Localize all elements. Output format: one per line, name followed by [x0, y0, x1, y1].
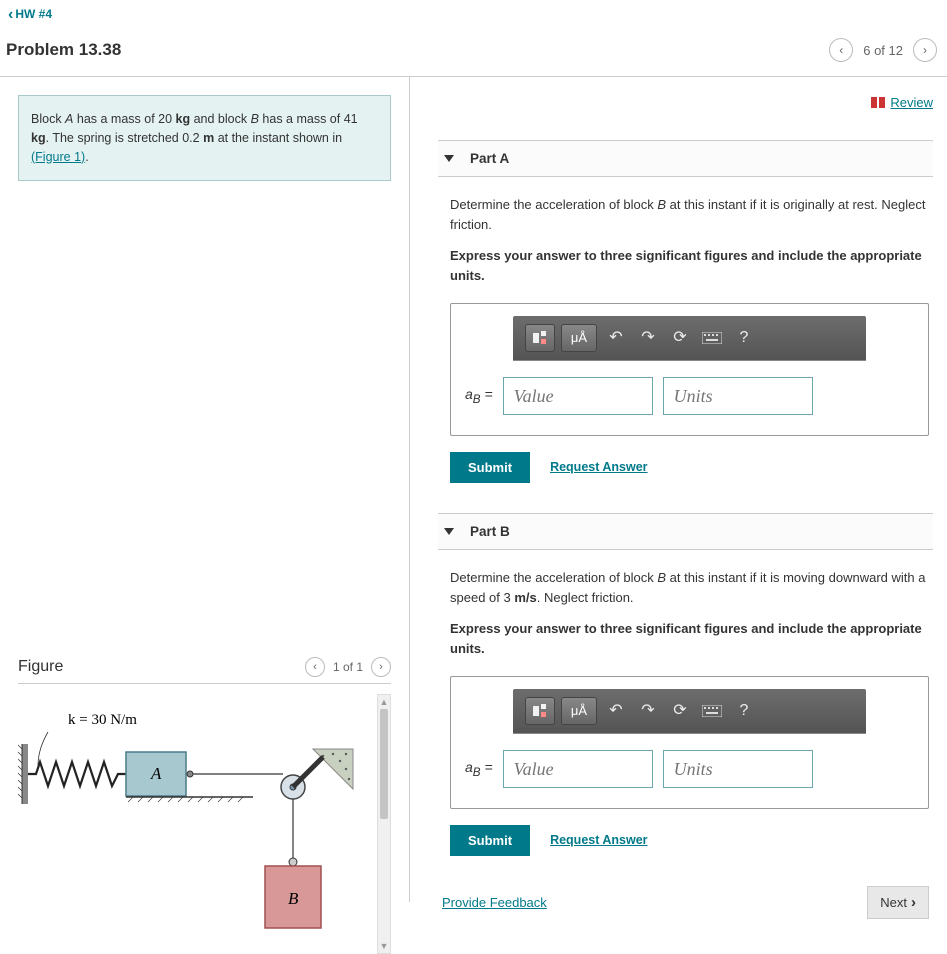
- redo-button[interactable]: ↷: [635, 698, 661, 724]
- units-button[interactable]: μÅ: [561, 697, 597, 725]
- part-a-units-input[interactable]: [663, 377, 813, 415]
- reset-button[interactable]: ⟳: [667, 325, 693, 351]
- keyboard-button[interactable]: [699, 325, 725, 351]
- reset-button[interactable]: ⟳: [667, 698, 693, 724]
- help-button[interactable]: ?: [731, 698, 757, 724]
- pager-text: 6 of 12: [863, 43, 903, 58]
- review-link[interactable]: Review: [438, 95, 933, 110]
- figure-next-button[interactable]: ›: [371, 657, 391, 677]
- problem-statement: Block A has a mass of 20 kg and block B …: [18, 95, 391, 181]
- undo-button[interactable]: ↶: [603, 698, 629, 724]
- help-button[interactable]: ?: [731, 325, 757, 351]
- part-b-submit-button[interactable]: Submit: [450, 825, 530, 856]
- part-b-answer-box: μÅ ↶ ↷ ⟳ ? aB =: [450, 676, 929, 809]
- problem-header: Problem 13.38 ‹ 6 of 12 ›: [0, 30, 947, 77]
- figure-scrollbar[interactable]: ▲ ▼: [377, 694, 391, 954]
- part-a-variable: aB =: [465, 384, 493, 408]
- part-a-request-answer-link[interactable]: Request Answer: [550, 458, 647, 477]
- template-button[interactable]: [525, 324, 555, 352]
- chevron-down-icon: [444, 528, 454, 535]
- figure-prev-button[interactable]: ‹: [305, 657, 325, 677]
- prev-problem-button[interactable]: ‹: [829, 38, 853, 62]
- svg-text:k = 30 N/m: k = 30 N/m: [68, 712, 137, 728]
- figure-link[interactable]: (Figure 1): [31, 150, 85, 164]
- figure-pager-text: 1 of 1: [333, 660, 363, 674]
- part-a-toolbar: μÅ ↶ ↷ ⟳ ?: [513, 316, 866, 361]
- next-problem-button[interactable]: ›: [913, 38, 937, 62]
- part-b-instruction: Express your answer to three significant…: [450, 619, 929, 658]
- problem-title: Problem 13.38: [6, 40, 121, 60]
- part-b-units-input[interactable]: [663, 750, 813, 788]
- part-b-header[interactable]: Part B: [438, 513, 933, 550]
- part-a-answer-box: μÅ ↶ ↷ ⟳ ? aB =: [450, 303, 929, 436]
- part-b-toolbar: μÅ ↶ ↷ ⟳ ?: [513, 689, 866, 734]
- flag-icon: [871, 97, 885, 108]
- part-a-instruction: Express your answer to three significant…: [450, 246, 929, 285]
- figure-diagram: k = 30 N/m A: [18, 694, 391, 954]
- units-button[interactable]: μÅ: [561, 324, 597, 352]
- figure-title: Figure: [18, 658, 63, 676]
- scrollbar-thumb[interactable]: [380, 709, 388, 819]
- part-b-variable: aB =: [465, 757, 493, 781]
- keyboard-button[interactable]: [699, 698, 725, 724]
- chevron-down-icon: [444, 155, 454, 162]
- template-button[interactable]: [525, 697, 555, 725]
- next-button[interactable]: Next: [867, 886, 929, 919]
- part-b-prompt: Determine the acceleration of block B at…: [450, 568, 929, 607]
- redo-button[interactable]: ↷: [635, 325, 661, 351]
- undo-button[interactable]: ↶: [603, 325, 629, 351]
- part-b-value-input[interactable]: [503, 750, 653, 788]
- part-a-prompt: Determine the acceleration of block B at…: [450, 195, 929, 234]
- part-a-value-input[interactable]: [503, 377, 653, 415]
- back-link[interactable]: HW #4: [8, 7, 52, 21]
- svg-text:B: B: [288, 889, 299, 908]
- part-b-request-answer-link[interactable]: Request Answer: [550, 831, 647, 850]
- part-a-header[interactable]: Part A: [438, 140, 933, 177]
- part-a-submit-button[interactable]: Submit: [450, 452, 530, 483]
- part-b: Part B Determine the acceleration of blo…: [438, 513, 933, 856]
- svg-text:A: A: [150, 764, 162, 783]
- part-a: Part A Determine the acceleration of blo…: [438, 140, 933, 483]
